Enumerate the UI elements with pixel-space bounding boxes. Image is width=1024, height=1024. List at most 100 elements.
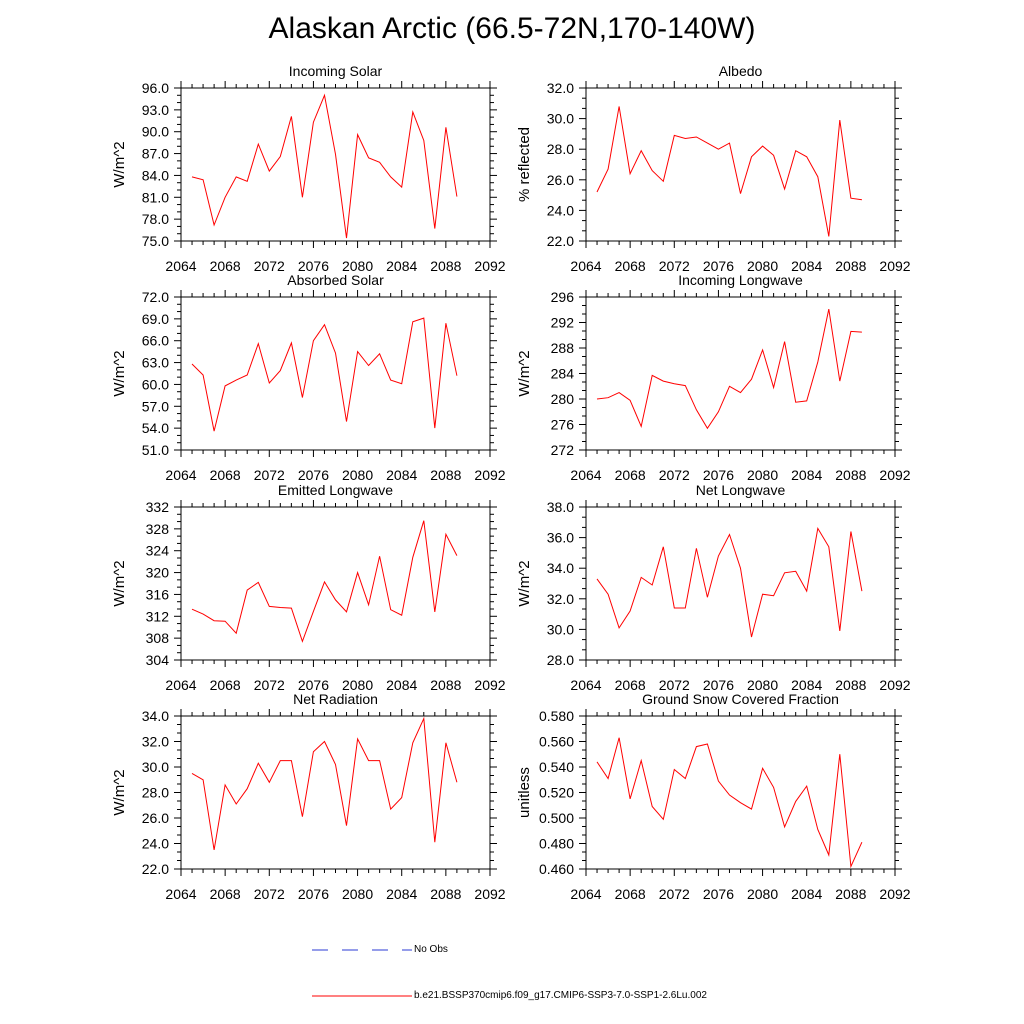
panel-title: Net Radiation: [293, 691, 378, 707]
y-tick-label: 28.0: [547, 652, 574, 668]
y-tick-label: 308: [146, 630, 170, 646]
x-tick-label: 2072: [659, 677, 690, 693]
x-tick-label: 2076: [298, 467, 329, 483]
y-tick-label: 276: [551, 417, 575, 433]
y-tick-label: 292: [551, 315, 575, 331]
x-tick-label: 2080: [342, 677, 373, 693]
page-title: Alaskan Arctic (66.5-72N,170-140W): [268, 12, 756, 45]
y-tick-label: 0.560: [539, 734, 574, 750]
y-tick-label: 332: [146, 499, 170, 515]
y-tick-label: 87.0: [142, 146, 169, 162]
y-tick-label: 0.500: [539, 810, 574, 826]
y-axis-label: W/m^2: [111, 350, 128, 396]
y-tick-label: 63.0: [142, 355, 169, 371]
series-line: [191, 317, 458, 432]
series-line: [191, 93, 458, 239]
x-tick-label: 2080: [747, 467, 778, 483]
y-tick-label: 312: [146, 608, 170, 624]
x-tick-label: 2092: [474, 677, 505, 693]
panel-title: Ground Snow Covered Fraction: [642, 691, 839, 707]
y-tick-label: 66.0: [142, 333, 169, 349]
y-tick-label: 0.520: [539, 785, 574, 801]
y-tick-label: 90.0: [142, 124, 169, 140]
x-tick-label: 2076: [298, 258, 329, 274]
x-tick-label: 2088: [430, 886, 461, 902]
x-tick-label: 2080: [342, 258, 373, 274]
x-tick-label: 2076: [703, 677, 734, 693]
series-line: [191, 716, 458, 850]
y-tick-label: 81.0: [142, 189, 169, 205]
x-tick-label: 2076: [298, 677, 329, 693]
y-axis-label: W/m^2: [516, 350, 533, 396]
x-tick-label: 2088: [430, 467, 461, 483]
series-line: [596, 308, 862, 430]
chart-panel-7: 2064 2068 2072 2076 2080 2084 2088 2092 22.0 24.0…: [111, 691, 506, 902]
y-tick-label: 54.0: [142, 420, 169, 436]
y-tick-label: 26.0: [142, 810, 169, 826]
x-tick-label: 2068: [615, 258, 646, 274]
y-tick-label: 32.0: [547, 80, 574, 96]
y-tick-label: 316: [146, 586, 170, 602]
legend-obs-label: No Obs: [414, 944, 448, 955]
x-tick-label: 2076: [298, 886, 329, 902]
series-line: [596, 106, 862, 237]
y-tick-label: 30.0: [547, 621, 574, 637]
y-tick-label: 0.460: [539, 861, 574, 877]
x-tick-label: 2068: [210, 467, 241, 483]
y-axis-label: W/m^2: [516, 560, 533, 606]
y-tick-label: 30.0: [142, 759, 169, 775]
x-tick-label: 2072: [254, 467, 285, 483]
y-tick-label: 272: [551, 442, 575, 458]
x-tick-label: 2084: [386, 467, 417, 483]
x-tick-label: 2092: [879, 467, 910, 483]
y-tick-label: 96.0: [142, 80, 169, 96]
x-tick-label: 2084: [386, 886, 417, 902]
x-tick-label: 2068: [615, 677, 646, 693]
x-tick-label: 2068: [210, 258, 241, 274]
y-tick-label: 28.0: [142, 785, 169, 801]
panel-title: Albedo: [719, 63, 763, 79]
y-tick-label: 284: [551, 366, 575, 382]
x-tick-label: 2092: [474, 258, 505, 274]
y-tick-label: 24.0: [547, 202, 574, 218]
x-tick-label: 2076: [703, 467, 734, 483]
legend-model-label: b.e21.BSSP370cmip6.f09_g17.CMIP6-SSP3-7.…: [414, 990, 707, 1001]
x-tick-label: 2084: [791, 677, 822, 693]
y-tick-label: 288: [551, 340, 575, 356]
y-tick-label: 69.0: [142, 311, 169, 327]
x-tick-label: 2072: [254, 677, 285, 693]
y-tick-label: 84.0: [142, 167, 169, 183]
y-tick-label: 60.0: [142, 376, 169, 392]
y-tick-label: 36.0: [547, 530, 574, 546]
x-tick-label: 2072: [659, 258, 690, 274]
x-tick-label: 2064: [165, 467, 196, 483]
x-tick-label: 2064: [570, 258, 601, 274]
series-line: [191, 520, 458, 643]
y-tick-label: 26.0: [547, 172, 574, 188]
y-tick-label: 328: [146, 521, 170, 537]
y-tick-label: 324: [146, 543, 170, 559]
y-tick-label: 38.0: [547, 499, 574, 515]
x-tick-label: 2088: [430, 258, 461, 274]
panel-title: Absorbed Solar: [287, 272, 384, 288]
chart-panel-3: 2064 2068 2072 2076 2080 2084 2088 2092 51.0 54.0…: [111, 272, 506, 483]
series-line: [596, 526, 863, 638]
y-tick-label: 22.0: [547, 233, 574, 249]
x-tick-label: 2092: [879, 886, 910, 902]
chart-panel-8: 2064 2068 2072 2076 2080 2084 2088 2092 0.460 0.4…: [516, 691, 911, 902]
x-tick-label: 2064: [165, 677, 196, 693]
x-tick-label: 2084: [386, 258, 417, 274]
x-tick-label: 2076: [703, 886, 734, 902]
x-tick-label: 2068: [615, 886, 646, 902]
y-tick-label: 28.0: [547, 141, 574, 157]
y-tick-label: 280: [551, 391, 575, 407]
x-tick-label: 2064: [165, 886, 196, 902]
panel-title: Net Longwave: [696, 482, 786, 498]
x-tick-label: 2088: [835, 677, 866, 693]
x-tick-label: 2084: [791, 258, 822, 274]
y-tick-label: 34.0: [547, 560, 574, 576]
x-tick-label: 2080: [747, 886, 778, 902]
x-tick-label: 2072: [254, 258, 285, 274]
x-tick-label: 2092: [879, 677, 910, 693]
